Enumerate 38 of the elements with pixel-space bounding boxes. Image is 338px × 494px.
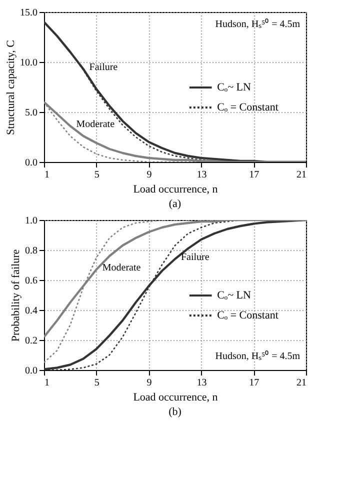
x-tick-label: 21 (296, 378, 306, 388)
y-tick-label: 0.8 (25, 246, 38, 256)
legend-label: Cₒ = Constant (217, 310, 278, 322)
y-axis-title: Structural capacity, C (5, 40, 17, 135)
x-tick-label: 17 (249, 378, 260, 388)
annotation: Moderate (76, 119, 116, 130)
annotation: Moderate (102, 262, 142, 274)
x-tick-label: 5 (94, 170, 100, 180)
legend-label: Cₒ~ LN (217, 82, 252, 94)
y-tick-label: 10.0 (20, 58, 38, 68)
x-tick-label: 13 (196, 170, 207, 180)
y-tick-label: 15.0 (20, 8, 38, 18)
annotation: Failure (89, 62, 118, 73)
y-tick-label: 0.2 (25, 336, 38, 346)
y-tick-label: 5.0 (25, 108, 38, 118)
x-tick-label: 1 (44, 170, 50, 180)
annotation: Hudson, Hₛ⁵⁰ = 4.5m (215, 18, 300, 30)
y-tick-label: 0.0 (25, 366, 38, 376)
x-tick-label: 17 (249, 170, 260, 180)
x-tick-label: 21 (296, 170, 306, 180)
x-tick-label: 5 (94, 378, 100, 388)
y-tick-label: 0.4 (25, 306, 38, 316)
x-axis-title: Load occurrence, n (133, 184, 218, 196)
y-tick-label: 1.0 (25, 216, 38, 226)
x-axis-title: Load occurrence, n (133, 392, 218, 404)
y-tick-label: 0.6 (25, 276, 38, 286)
x-tick-label: 9 (146, 378, 152, 388)
x-tick-label: 13 (196, 378, 207, 388)
text: (b) (168, 406, 182, 418)
legend-label: Cₒ~ LN (217, 290, 252, 302)
text: (a) (168, 198, 182, 210)
annotation: Failure (181, 252, 210, 263)
x-tick-label: 1 (44, 378, 50, 388)
annotation: Hudson, Hₛ⁵⁰ = 4.5m (215, 350, 300, 362)
x-tick-label: 9 (146, 170, 152, 180)
legend-label: Cₒ = Constant (217, 102, 278, 114)
y-tick-label: 0.0 (25, 158, 38, 168)
y-axis-title: Probability of failure (10, 249, 22, 342)
